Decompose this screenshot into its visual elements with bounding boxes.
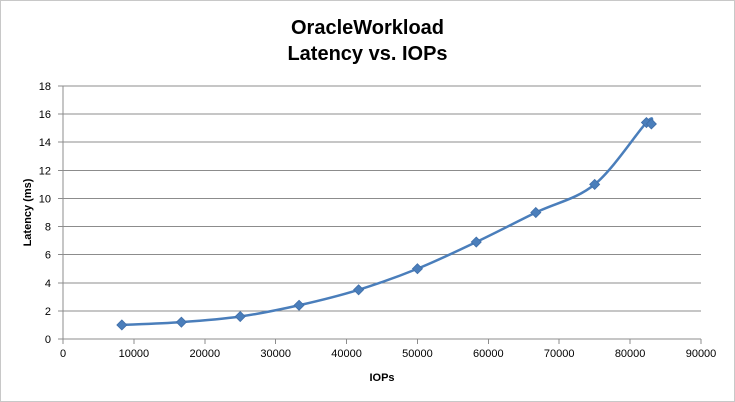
x-tick-label-1: 10000 (119, 348, 150, 360)
y-tick-label-6: 12 (39, 165, 51, 177)
y-tick-label-1: 2 (45, 306, 51, 318)
series-0-point-2 (234, 310, 246, 323)
y-axis-title: Latency (ms) (22, 178, 34, 246)
y-tick-label-7: 14 (39, 137, 51, 149)
gridlines (63, 85, 701, 312)
y-tick-label-3: 6 (45, 250, 51, 262)
y-tick-labels: 0 2 4 6 8 10 12 14 16 18 (39, 81, 51, 346)
x-tick-label-5: 50000 (402, 348, 433, 360)
y-tick-label-8: 16 (39, 109, 51, 121)
chart-title-line-1: OracleWorkload (290, 17, 445, 39)
x-tick-labels: 0 10000 20000 30000 40000 50000 60000 70000 8000… (60, 348, 716, 360)
series-0-point-5 (411, 263, 424, 275)
series-0-point-7 (530, 206, 542, 219)
series-0-point-4 (353, 284, 365, 296)
axes (58, 85, 702, 344)
series-0-point-0 (116, 319, 128, 331)
y-tick-label-2: 4 (45, 278, 51, 290)
y-tick-label-4: 8 (45, 222, 51, 234)
y-tick-label-9: 18 (39, 81, 51, 93)
x-tick-label-4: 40000 (331, 348, 362, 360)
series-0-point-6 (470, 236, 482, 248)
x-tick-label-8: 80000 (615, 348, 646, 360)
series-0-point-3 (293, 299, 305, 311)
x-tick-label-6: 60000 (473, 348, 504, 360)
series-0-point-8 (589, 178, 601, 190)
y-tick-label-0: 0 (45, 334, 51, 346)
x-axis-title: IOPs (369, 372, 394, 384)
x-tick-label-0: 0 (60, 348, 66, 360)
x-tick-label-9: 90000 (686, 348, 717, 360)
series-0-point-10 (645, 118, 657, 130)
chart-title-line-2: Latency vs. IOPs (287, 43, 448, 65)
series-0-point-1 (175, 316, 187, 328)
chart-title: OracleWorkload Latency vs. IOPs (1, 15, 734, 67)
y-tick-label-5: 10 (39, 193, 51, 205)
x-tick-label-2: 20000 (189, 348, 220, 360)
x-tick-label-3: 30000 (260, 348, 291, 360)
series-layer (116, 116, 657, 331)
series-0-line (120, 117, 654, 327)
x-tick-label-7: 70000 (544, 348, 575, 360)
